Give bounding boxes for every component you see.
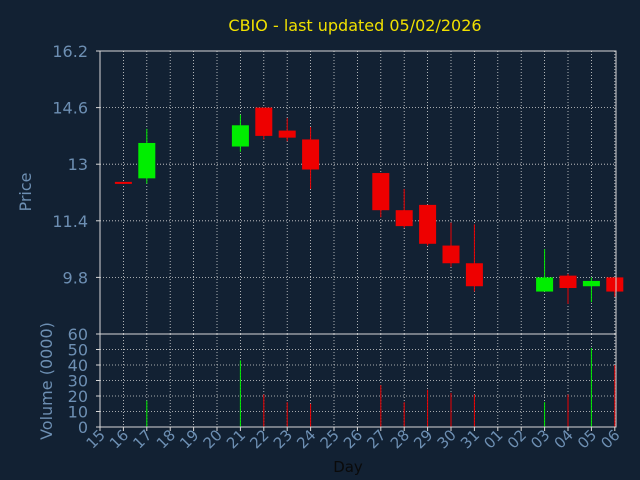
candle-body [442, 245, 460, 264]
candle-body [419, 204, 437, 244]
price-axis-ticks: 16.2 14.6 13 11.4 9.8 [52, 42, 100, 287]
price-candles [114, 107, 624, 304]
candle-body [582, 280, 600, 287]
candle-body [372, 173, 390, 211]
x-axis-label: Day [333, 458, 363, 476]
volume-tick-label: 60 [68, 325, 88, 344]
volume-tick-label: 30 [68, 372, 88, 391]
candle-body [559, 275, 577, 289]
price-panel-grid [100, 50, 616, 334]
price-tick-label: 14.6 [52, 99, 88, 118]
volume-tick-label: 0 [78, 418, 88, 437]
price-axis-label: Price [16, 172, 35, 211]
candle-body [395, 210, 413, 227]
candle-body [536, 277, 554, 292]
x-axis-ticks: 1516171819202122232425262728293031010203… [83, 426, 624, 452]
candle-body [278, 130, 296, 138]
volume-tick-label: 20 [68, 387, 88, 406]
candle-body [606, 277, 624, 292]
candle-body [302, 139, 320, 170]
chart-title: CBIO - last updated 05/02/2026 [228, 16, 481, 35]
price-tick-label: 9.8 [63, 268, 88, 287]
candle-body [138, 142, 156, 179]
candle-body [465, 263, 483, 287]
volume-tick-label: 40 [68, 356, 88, 375]
volume-tick-label: 50 [68, 341, 88, 360]
price-tick-label: 13 [68, 155, 88, 174]
candle-body [231, 125, 249, 147]
price-tick-label: 16.2 [52, 42, 88, 61]
volume-bars [146, 347, 616, 427]
volume-tick-label: 10 [68, 403, 88, 422]
candle-body [114, 181, 132, 184]
volume-axis-label: Volume (0000) [37, 322, 56, 440]
candle-body [255, 107, 273, 136]
price-tick-label: 11.4 [52, 212, 88, 231]
